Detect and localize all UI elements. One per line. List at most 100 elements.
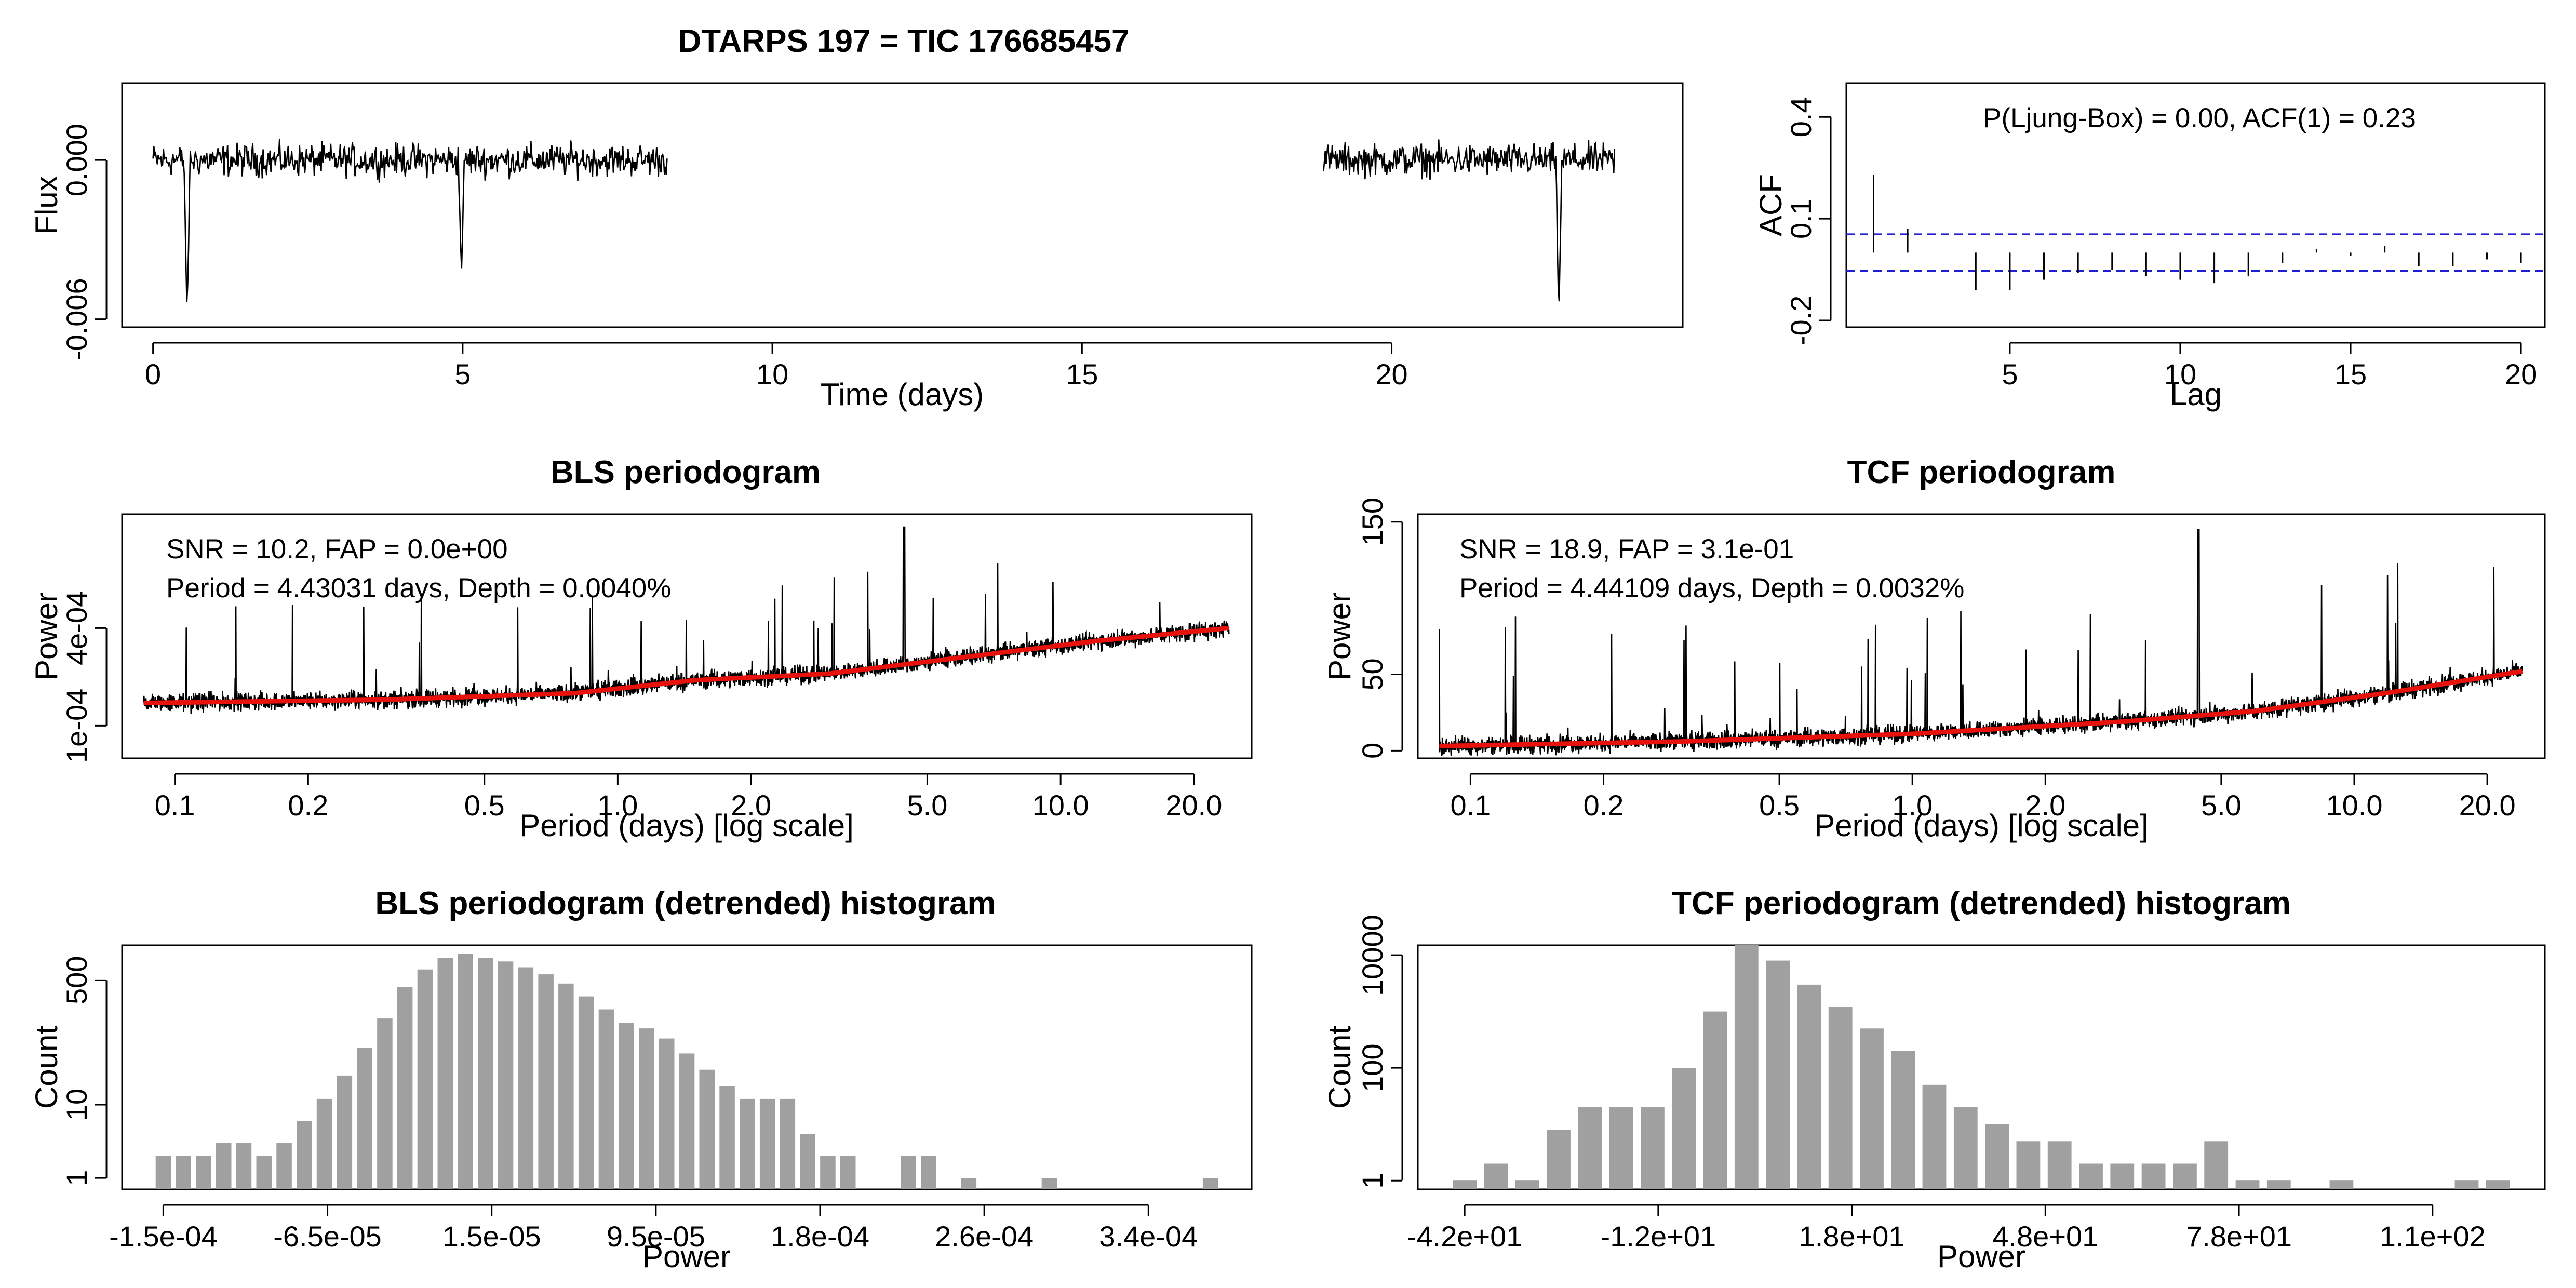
bls-hist-bar xyxy=(558,983,574,1189)
tcf-hist-panel: TCF periodogram (detrended) histogram -4… xyxy=(1322,886,2546,1274)
tcf-y-tick-label: 0 xyxy=(1356,743,1389,759)
bls-x-tick-label: 10.0 xyxy=(1032,789,1089,822)
tcf-hist-bar xyxy=(1672,1068,1696,1189)
tcf-hist-y-tick-label: 100 xyxy=(1356,1043,1389,1092)
bls-hist-x-tick-label: 2.6e-04 xyxy=(935,1220,1034,1253)
tcf-hist-bar xyxy=(2141,1163,2166,1189)
tcf-hist-bar xyxy=(2486,1180,2510,1189)
bls-trend-line xyxy=(143,625,1229,705)
bls-hist-bar xyxy=(397,987,413,1189)
bls-hist-y-axis: 1 10 500 xyxy=(60,956,108,1186)
bls-hist-bar xyxy=(800,1134,815,1189)
tcf-hist-xlabel: Power xyxy=(1937,1239,2025,1274)
tcf-hist-bar xyxy=(1484,1163,1508,1189)
bls-hist-bar xyxy=(256,1156,272,1189)
bls-hist-bar xyxy=(820,1156,836,1189)
tcf-hist-bar xyxy=(1766,960,1790,1189)
bls-hist-bar xyxy=(740,1098,755,1189)
tcf-hist-bar xyxy=(1578,1107,1602,1189)
tcf-annotation-2: Period = 4.44109 days, Depth = 0.0032% xyxy=(1459,573,1964,603)
tcf-hist-bar xyxy=(1515,1180,1539,1189)
bls-x-axis: 0.1 0.2 0.5 1.0 2.0 5.0 10.0 20.0 xyxy=(155,773,1222,822)
tcf-y-tick-label: 150 xyxy=(1356,498,1389,546)
tcf-x-tick-label: 0.1 xyxy=(1450,789,1491,822)
bls-annotation-2: Period = 4.43031 days, Depth = 0.0040% xyxy=(166,573,671,603)
tcf-hist-bar xyxy=(1797,984,1821,1189)
tcf-hist-bar xyxy=(1641,1107,1665,1189)
bls-hist-y-tick-label: 10 xyxy=(60,1089,93,1121)
bls-hist-x-axis: -1.5e-04 -6.5e-05 1.5e-05 9.5e-05 1.8e-04 2.6… xyxy=(109,1204,1198,1253)
bls-hist-title: BLS periodogram (detrended) histogram xyxy=(375,886,996,921)
bls-hist-x-tick-label: 1.5e-05 xyxy=(442,1220,541,1253)
bls-hist-bar xyxy=(518,967,534,1189)
bls-x-tick-label: 1.0 xyxy=(597,789,638,822)
bls-y-tick-label: 4e-04 xyxy=(60,591,93,665)
tcf-hist-bar xyxy=(2235,1180,2260,1189)
tcf-frame xyxy=(1417,513,2546,759)
tcf-hist-x-axis: -4.2e+01 -1.2e+01 1.8e+01 4.8e+01 7.8e+01 1.1… xyxy=(1407,1204,2486,1253)
lightcurve-trace xyxy=(152,138,1616,302)
bls-x-tick-label: 0.2 xyxy=(288,789,328,822)
bls-hist-xlabel: Power xyxy=(642,1239,731,1274)
bls-hist-bar xyxy=(759,1098,775,1189)
tcf-hist-ylabel: Count xyxy=(1322,1026,1357,1109)
tcf-hist-bar xyxy=(2079,1163,2103,1189)
bls-hist-bar xyxy=(236,1143,252,1189)
tcf-hist-bar xyxy=(1985,1124,2009,1189)
tcf-x-tick-label: 0.5 xyxy=(1759,789,1800,822)
tcf-hist-y-tick-label: 1 xyxy=(1356,1173,1389,1189)
bls-y-axis: 1e-04 4e-04 xyxy=(60,591,108,763)
bls-hist-bar xyxy=(639,1028,654,1189)
lightcurve-y-axis: -0.006 0.000 xyxy=(60,124,108,360)
tcf-trend-line xyxy=(1439,669,2523,748)
bls-x-tick-label: 5.0 xyxy=(907,789,948,822)
acf-confidence-band xyxy=(1846,233,2545,272)
bls-frame xyxy=(121,513,1253,759)
acf-frame xyxy=(1845,82,2546,328)
tcf-ylabel: Power xyxy=(1322,592,1357,680)
tcf-annotation-1: SNR = 18.9, FAP = 3.1e-01 xyxy=(1459,534,1794,565)
tcf-x-tick-label: 0.2 xyxy=(1584,789,1624,822)
tcf-hist-bar xyxy=(2173,1163,2197,1189)
bls-hist-bar xyxy=(276,1143,292,1189)
bls-x-tick-label: 0.5 xyxy=(464,789,505,822)
tcf-hist-bar xyxy=(2266,1180,2291,1189)
bls-hist-bar xyxy=(216,1143,232,1189)
acf-x-tick-label: 20 xyxy=(2505,358,2537,391)
tcf-hist-bar xyxy=(1703,1011,1727,1189)
bls-hist-bar xyxy=(921,1156,936,1189)
bls-hist-y-tick-label: 1 xyxy=(60,1170,93,1186)
lightcurve-x-tick-label: 15 xyxy=(1066,358,1098,391)
tcf-hist-bar xyxy=(2204,1141,2229,1189)
lightcurve-x-tick-label: 5 xyxy=(454,358,471,391)
tcf-xlabel: Period (days) [log scale] xyxy=(1814,808,2149,843)
bls-hist-bar xyxy=(478,958,493,1189)
tcf-x-axis: 0.1 0.2 0.5 1.0 2.0 5.0 10.0 20.0 xyxy=(1450,773,2516,822)
bls-annotation-1: SNR = 10.2, FAP = 0.0e+00 xyxy=(166,534,508,565)
bls-hist-x-tick-label: 9.5e-05 xyxy=(607,1220,705,1253)
acf-y-tick-label: 0.4 xyxy=(1785,97,1817,137)
tcf-hist-x-tick-label: 1.1e+02 xyxy=(2380,1220,2486,1253)
bls-hist-bar xyxy=(155,1156,171,1189)
bls-hist-bar xyxy=(719,1086,735,1189)
lightcurve-x-tick-label: 20 xyxy=(1375,358,1407,391)
bls-title: BLS periodogram xyxy=(551,454,821,490)
bls-hist-bar xyxy=(498,961,514,1189)
tcf-hist-bar xyxy=(1734,945,1759,1189)
tcf-title: TCF periodogram xyxy=(1847,454,2116,490)
lightcurve-x-tick-label: 10 xyxy=(756,358,788,391)
bls-hist-bar xyxy=(578,996,594,1189)
lightcurve-frame xyxy=(121,82,1684,328)
tcf-x-tick-label: 20.0 xyxy=(2459,789,2516,822)
tcf-hist-frame xyxy=(1417,944,2546,1190)
tcf-hist-x-tick-label: -4.2e+01 xyxy=(1407,1220,1523,1253)
bls-hist-bar xyxy=(437,958,453,1189)
tcf-hist-y-tick-label: 10000 xyxy=(1356,915,1389,996)
bls-hist-bar xyxy=(840,1156,856,1189)
tcf-x-tick-label: 10.0 xyxy=(2326,789,2382,822)
bls-hist-bar xyxy=(619,1023,634,1189)
bls-hist-panel: BLS periodogram (detrended) histogram -1… xyxy=(29,886,1253,1274)
tcf-x-tick-label: 5.0 xyxy=(2201,789,2242,822)
acf-panel: 5 10 15 20 -0.2 0.1 0.4 P(Ljung-Box) = 0.00, … xyxy=(1753,82,2546,412)
lightcurve-y-tick-label: 0.000 xyxy=(60,124,93,196)
